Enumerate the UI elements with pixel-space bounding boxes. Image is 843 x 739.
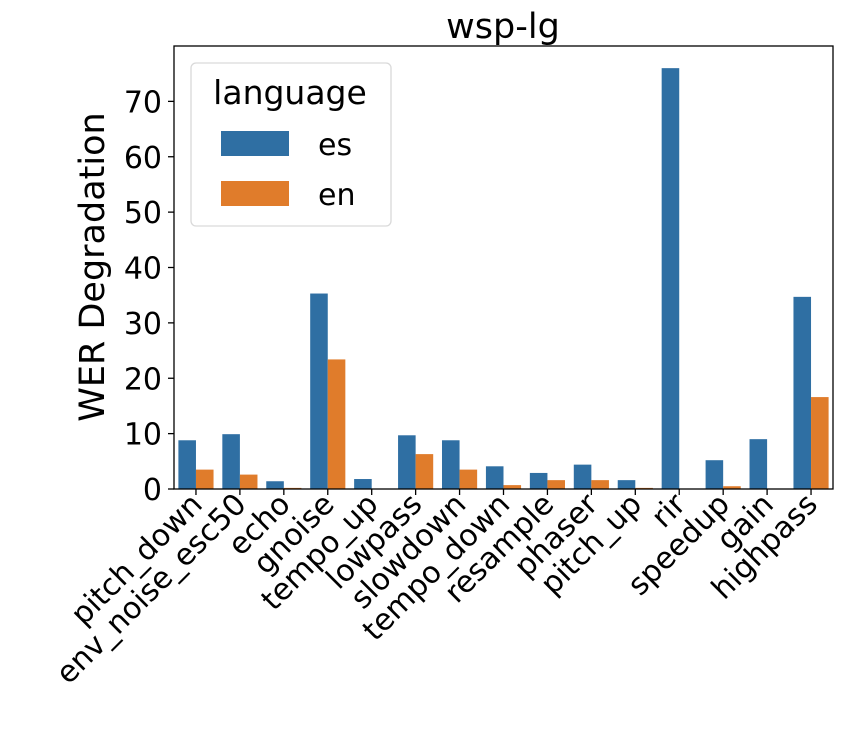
bar-en-speedup: [723, 486, 741, 489]
x-tick-label-env_noise_esc50: env_noise_esc50: [49, 487, 253, 691]
y-tick-label: 70: [124, 85, 162, 120]
legend-swatch-es: [221, 131, 289, 156]
bar-es-phaser: [573, 464, 592, 489]
legend-label-en: en: [318, 178, 355, 213]
legend: language es en: [190, 62, 392, 227]
y-tick-label: 20: [124, 362, 162, 397]
bar-es-highpass: [793, 296, 812, 489]
bar-en-env_noise_esc50: [239, 474, 258, 489]
legend-label-es: es: [318, 128, 352, 163]
bar-es-gain: [749, 439, 768, 489]
y-tick-label: 10: [124, 418, 162, 453]
bars-layer: [178, 68, 829, 490]
bar-es-tempo_up: [354, 479, 372, 489]
bar-en-resample: [547, 480, 565, 489]
bar-es-speedup: [705, 460, 724, 489]
bar-es-tempo_down: [485, 466, 504, 489]
bar-es-pitch_down: [178, 440, 196, 489]
bar-es-echo: [266, 481, 284, 489]
bar-es-gnoise: [310, 293, 328, 489]
bar-es-slowdown: [441, 440, 460, 489]
y-tick-label: 0: [143, 473, 162, 508]
bar-es-lowpass: [398, 435, 416, 489]
bar-en-tempo_down: [503, 485, 522, 489]
legend-title: language: [213, 73, 367, 112]
y-tick-label: 30: [124, 307, 162, 342]
chart-title: wsp-lg: [446, 7, 560, 47]
y-axis-label: WER Degradation: [73, 112, 113, 421]
bar-es-resample: [529, 472, 548, 489]
plot-frame: [173, 45, 834, 490]
bar-en-pitch_down: [195, 469, 214, 489]
y-tick-label: 50: [124, 196, 162, 231]
bar-es-rir: [661, 68, 680, 490]
y-ticks: 0 10 20 30 40 50 60 70: [124, 85, 174, 508]
y-tick-label: 40: [124, 252, 162, 287]
bar-en-phaser: [591, 480, 609, 489]
bar-en-lowpass: [415, 454, 434, 489]
legend-swatch-en: [221, 181, 289, 206]
bar-en-slowdown: [459, 469, 478, 489]
bar-es-pitch_up: [617, 480, 636, 489]
bar-es-env_noise_esc50: [222, 434, 240, 489]
bar-en-gnoise: [327, 359, 346, 489]
x-ticks: pitch_downenv_noise_esc50echognoisetempo…: [49, 486, 824, 691]
bar-en-highpass: [811, 397, 829, 489]
y-tick-label: 60: [124, 141, 162, 176]
